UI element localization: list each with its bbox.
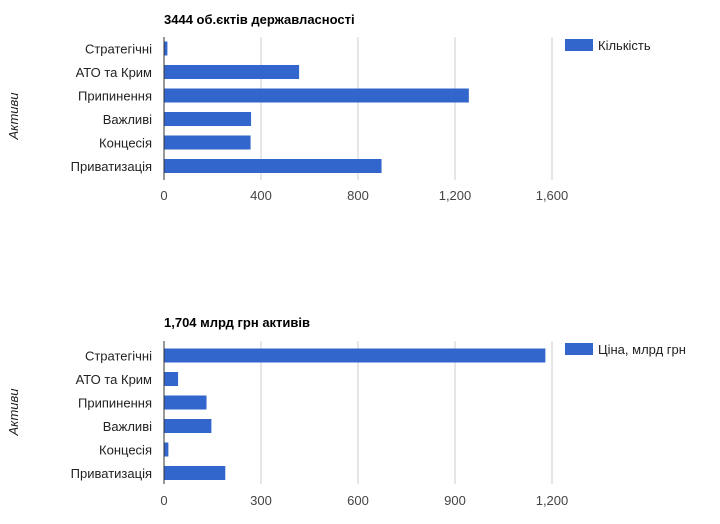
chart-1-legend: Кількість	[565, 38, 651, 53]
chart-2-x-tick-label: 300	[250, 493, 272, 508]
chart-1-x-tick-label: 400	[250, 188, 272, 203]
chart-1-bar[interactable]	[164, 65, 300, 79]
chart-2-gridlines	[163, 341, 553, 484]
chart-2-bars	[164, 348, 546, 480]
chart-1-bars	[164, 41, 469, 173]
chart-2-bar[interactable]	[164, 419, 212, 433]
chart-1-category-labels: Стратегічні АТО та Крим Припинення Важливі К…	[71, 42, 152, 175]
chart-2-x-tick-labels: 0 300 600 900 1,200	[160, 493, 568, 508]
chart-1-x-tick-label: 1,600	[536, 188, 569, 203]
chart-2-bar[interactable]	[164, 348, 546, 363]
chart-1-x-tick-label: 0	[160, 188, 167, 203]
chart-1-bar[interactable]	[164, 112, 252, 126]
chart-1-x-tick-label: 800	[347, 188, 369, 203]
chart-2-legend-swatch	[565, 343, 593, 355]
chart-2-category-labels: Стратегічні АТО та Крим Припинення Важливі К…	[71, 349, 152, 482]
chart-1-bar[interactable]	[164, 135, 251, 150]
chart-1-category-label: Важливі	[103, 112, 152, 127]
chart-2-x-tick-label: 900	[444, 493, 466, 508]
chart-2-category-label: Приватизація	[71, 466, 152, 481]
chart-1-bar[interactable]	[164, 159, 382, 173]
chart-2-title: 1,704 млрд грн активів	[164, 315, 310, 330]
chart-2-category-label: Припинення	[78, 396, 152, 411]
chart-1-category-label: Припинення	[78, 89, 152, 104]
chart-2-bar[interactable]	[164, 442, 169, 457]
chart-2-bar[interactable]	[164, 395, 207, 410]
chart-2-legend: Ціна, млрд грн	[565, 342, 686, 357]
chart-2-category-label: АТО та Крим	[76, 372, 152, 387]
chart-1-category-label: Стратегічні	[85, 42, 152, 57]
chart-2-x-tick-label: 600	[347, 493, 369, 508]
chart-2-category-label: Стратегічні	[85, 349, 152, 364]
chart-1-x-tick-labels: 0 400 800 1,200 1,600	[160, 188, 568, 203]
chart-1-category-label: Приватизація	[71, 159, 152, 174]
chart-2-y-axis-label: Активи	[6, 388, 21, 436]
chart-2-bar[interactable]	[164, 466, 226, 480]
chart-1-category-label: Концесія	[99, 136, 152, 151]
chart-2: 1,704 млрд грн активів Активи Ціна, млрд…	[6, 315, 686, 508]
chart-2-x-tick-label: 0	[160, 493, 167, 508]
chart-1-legend-label: Кількість	[598, 38, 651, 53]
chart-1: 3444 об.єктів державласності Активи Кіль…	[6, 12, 651, 203]
chart-1-title: 3444 об.єктів державласності	[164, 12, 355, 27]
chart-1-x-tick-label: 1,200	[439, 188, 472, 203]
chart-2-legend-label: Ціна, млрд грн	[598, 342, 686, 357]
chart-1-legend-swatch	[565, 39, 593, 51]
chart-2-x-tick-label: 1,200	[536, 493, 569, 508]
chart-1-y-axis-label: Активи	[6, 92, 21, 140]
chart-2-category-label: Важливі	[103, 419, 152, 434]
chart-1-bar[interactable]	[164, 88, 469, 103]
chart-1-gridlines	[163, 37, 553, 180]
chart-1-bar[interactable]	[164, 41, 168, 56]
chart-2-category-label: Концесія	[99, 443, 152, 458]
chart-1-category-label: АТО та Крим	[76, 65, 152, 80]
chart-2-bar[interactable]	[164, 372, 179, 386]
